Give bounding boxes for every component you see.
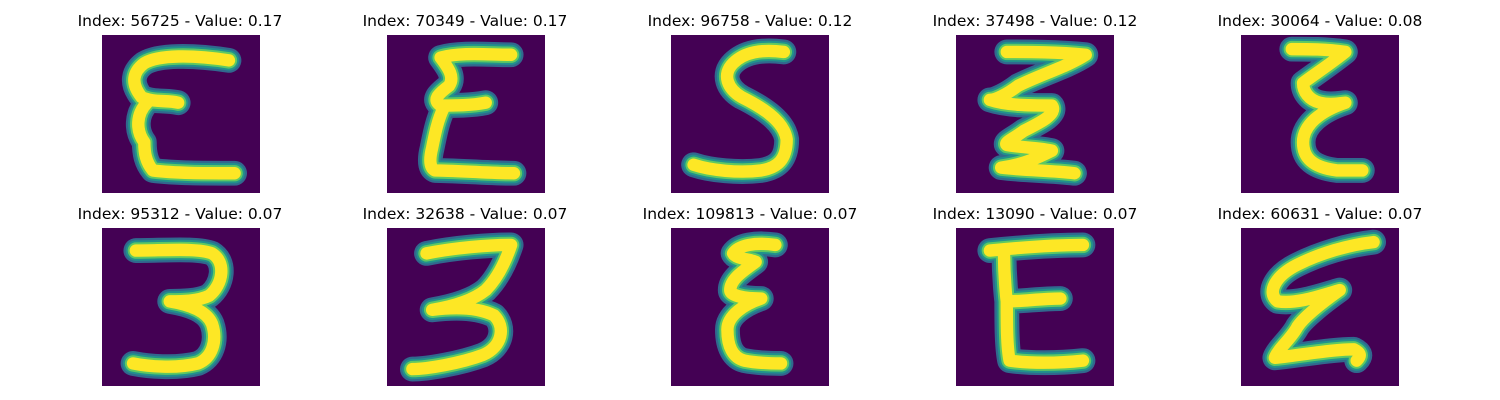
panel-title: Index: 32638 - Value: 0.07 [362,205,568,223]
panel-title: Index: 60631 - Value: 0.07 [1217,205,1423,223]
glyph-image [387,228,545,386]
glyph-image [671,228,829,386]
glyph-image [102,35,260,193]
panel-title: Index: 95312 - Value: 0.07 [77,205,283,223]
glyph-image [102,228,260,386]
panel-title: Index: 37498 - Value: 0.12 [932,12,1138,30]
panel-title: Index: 96758 - Value: 0.12 [647,12,853,30]
glyph-image [956,35,1114,193]
glyph-image [1241,35,1399,193]
glyph-image [671,35,829,193]
glyph-image [1241,228,1399,386]
glyph-image [956,228,1114,386]
glyph-image [387,35,545,193]
panel-title: Index: 13090 - Value: 0.07 [932,205,1138,223]
panel-title: Index: 109813 - Value: 0.07 [642,205,858,223]
panel-title: Index: 30064 - Value: 0.08 [1217,12,1423,30]
panel-title: Index: 70349 - Value: 0.17 [362,12,568,30]
panel-title: Index: 56725 - Value: 0.17 [77,12,283,30]
